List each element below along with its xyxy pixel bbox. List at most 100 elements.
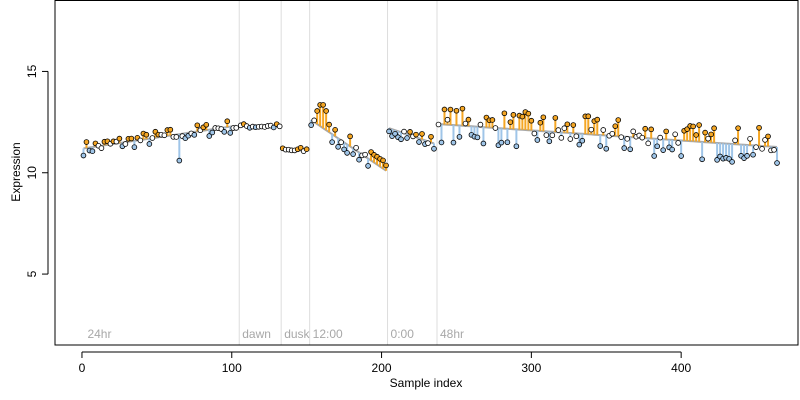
data-point-5-4 <box>447 106 454 113</box>
x-tick-label-1: 100 <box>222 361 242 375</box>
data-point-5-26 <box>513 143 520 150</box>
y-tick-label-1: 10 <box>25 166 39 180</box>
data-point-5-91 <box>708 131 714 138</box>
data-point-5-80 <box>675 140 681 146</box>
data-point-0-42 <box>206 133 213 139</box>
data-point-4-10 <box>416 139 422 145</box>
data-point-5-40 <box>555 127 562 133</box>
data-point-5-38 <box>549 132 556 139</box>
data-point-5-5 <box>450 139 457 146</box>
data-point-5-34 <box>537 119 544 126</box>
separator-label-2: 12:00 <box>313 327 343 341</box>
data-point-5-46 <box>573 133 580 140</box>
data-point-4-13 <box>425 140 431 146</box>
data-point-5-55 <box>600 127 607 133</box>
data-point-0-47 <box>221 129 228 135</box>
data-point-0-0 <box>80 152 87 159</box>
x-axis: 0 100 200 300 400 <box>79 351 691 375</box>
data-point-5-87 <box>696 122 702 128</box>
data-point-4-14 <box>428 133 434 140</box>
data-point-5-47 <box>576 141 583 148</box>
data-point-3-2 <box>314 108 320 114</box>
data-point-5-7 <box>456 134 463 140</box>
data-point-5-24 <box>507 119 514 125</box>
data-point-0-22 <box>146 141 153 147</box>
data-point-3-11 <box>341 146 347 153</box>
x-axis-label: Sample index <box>390 376 463 390</box>
data-point-5-51 <box>588 126 595 133</box>
data-point-0-3 <box>89 148 96 155</box>
x-tick-label-0: 0 <box>79 361 86 375</box>
data-point-5-1 <box>438 139 445 146</box>
data-point-3-18 <box>362 151 368 158</box>
y-axis: 5 10 15 <box>25 64 49 277</box>
data-point-5-81 <box>678 153 684 159</box>
data-point-5-89 <box>702 129 708 136</box>
data-point-5-22 <box>501 110 508 117</box>
data-point-5-104 <box>747 136 753 142</box>
data-point-4-11 <box>419 131 425 137</box>
data-point-4-4 <box>398 136 404 143</box>
data-point-5-79 <box>672 131 678 138</box>
data-point-5-44 <box>567 136 574 142</box>
data-point-4-9 <box>413 131 419 138</box>
data-point-5-100 <box>735 125 741 131</box>
data-point-4-5 <box>401 128 407 135</box>
data-points <box>80 102 780 169</box>
data-point-5-53 <box>594 116 601 123</box>
data-point-0-32 <box>176 157 183 164</box>
data-point-5-8 <box>459 105 466 112</box>
data-point-5-48 <box>579 137 586 144</box>
data-point-5-36 <box>543 132 550 138</box>
data-point-5-42 <box>561 125 568 131</box>
data-point-5-98 <box>729 159 735 165</box>
data-point-0-38 <box>194 122 201 129</box>
data-point-5-21 <box>498 139 505 146</box>
data-point-3-0 <box>308 122 314 128</box>
data-point-5-2 <box>441 106 448 113</box>
data-point-5-63 <box>624 136 631 142</box>
data-point-5-99 <box>732 137 738 144</box>
segment-labels: dawn dusk 12:00 0:00 48hr 24hr <box>87 327 464 341</box>
data-point-5-112 <box>771 147 777 153</box>
data-point-5-15 <box>480 140 487 147</box>
data-point-3-6 <box>326 121 332 128</box>
data-point-0-41 <box>203 121 210 128</box>
data-point-0-6 <box>98 145 105 151</box>
data-point-5-72 <box>651 153 657 159</box>
data-point-0-14 <box>122 141 129 147</box>
y-tick-label-2: 15 <box>25 64 39 78</box>
data-point-5-65 <box>630 128 637 135</box>
data-point-4-6 <box>404 135 410 141</box>
data-point-5-45 <box>570 122 577 128</box>
data-point-5-59 <box>612 123 619 129</box>
data-point-1-13 <box>276 123 283 130</box>
data-point-3-15 <box>353 144 359 151</box>
data-point-3-5 <box>323 108 329 114</box>
data-point-5-13 <box>474 134 481 141</box>
data-point-5-60 <box>615 117 622 123</box>
data-point-0-23 <box>149 135 156 141</box>
data-point-5-69 <box>642 125 649 132</box>
segment-separators <box>238 0 438 345</box>
data-point-5-74 <box>657 134 663 141</box>
separator-label-1: dusk <box>284 327 310 341</box>
data-point-5-43 <box>564 121 571 128</box>
data-point-5-105 <box>750 151 756 158</box>
data-point-5-25 <box>510 112 517 118</box>
data-point-4-2 <box>392 130 398 137</box>
separator-label-4: 48hr <box>440 327 464 341</box>
data-point-5-28 <box>519 113 526 120</box>
data-point-5-70 <box>645 140 652 147</box>
data-point-5-41 <box>558 135 565 141</box>
data-point-5-71 <box>648 126 654 133</box>
data-point-3-9 <box>335 144 341 150</box>
data-point-5-37 <box>546 138 553 145</box>
data-point-5-35 <box>540 114 547 121</box>
data-point-0-16 <box>128 135 135 142</box>
data-point-5-103 <box>744 153 750 159</box>
data-point-3-4 <box>320 102 326 108</box>
data-point-5-68 <box>639 134 646 141</box>
